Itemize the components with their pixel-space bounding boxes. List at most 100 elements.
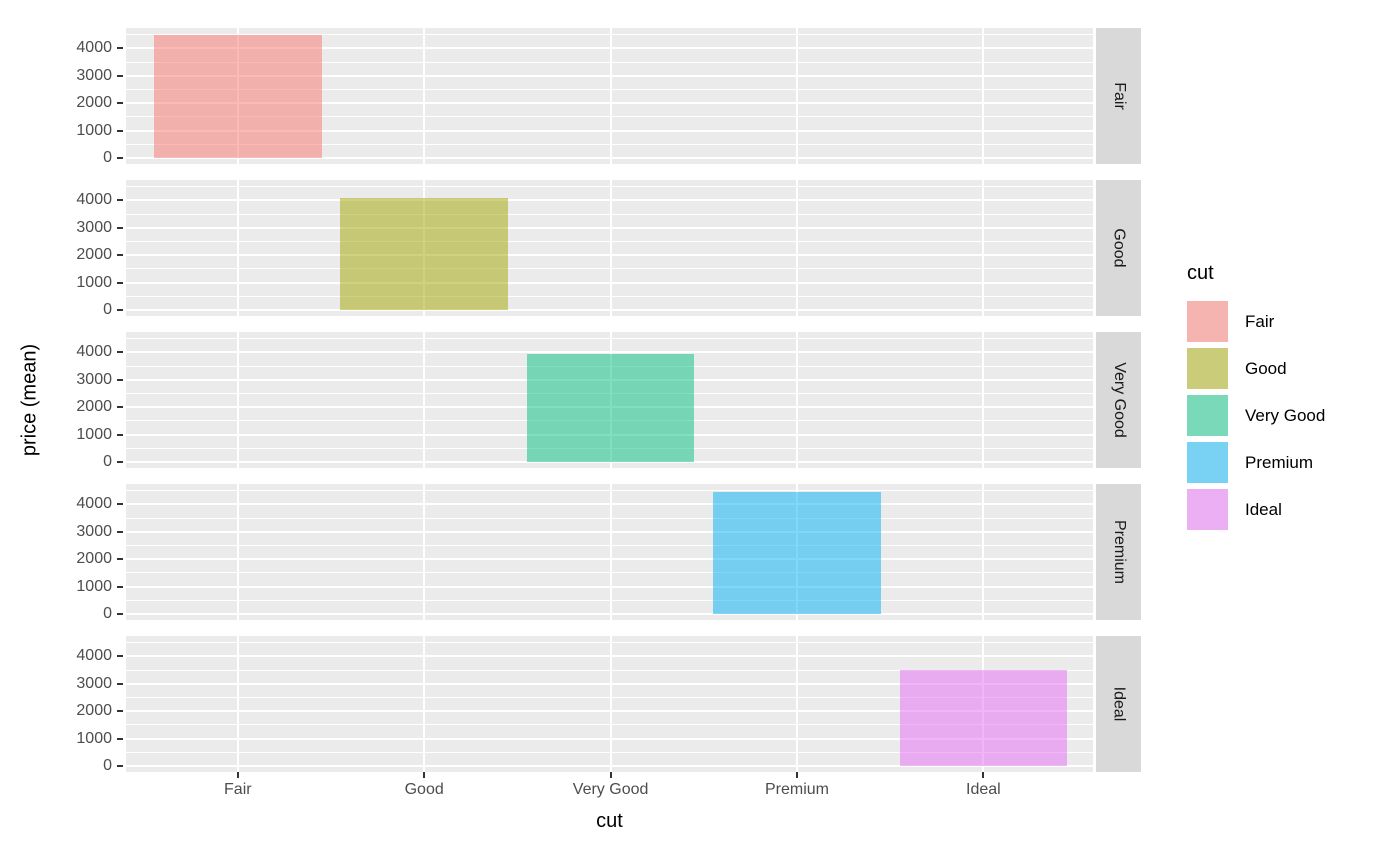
gridline-major: [126, 47, 1093, 50]
gridline-vertical: [796, 28, 798, 164]
gridline-major: [126, 765, 1093, 767]
legend-entry-fair: Fair: [1187, 301, 1325, 342]
gridline-major: [126, 226, 1093, 229]
gridline-minor: [126, 61, 1093, 63]
legend-swatch-good: [1187, 348, 1228, 389]
y-tick-mark: [117, 655, 123, 658]
gridline-major: [126, 682, 1093, 685]
y-tick-label: 4000: [76, 343, 112, 361]
legend-title: cut: [1187, 262, 1214, 284]
legend-swatch-fill: [1187, 395, 1228, 436]
gridline-major: [126, 710, 1093, 713]
x-tick-mark: [982, 772, 985, 778]
gridline-major: [126, 157, 1093, 159]
y-tick-label: 1000: [76, 729, 112, 747]
y-tick-mark: [117, 461, 123, 463]
facet-strip-very-good: Very Good: [1096, 332, 1141, 468]
gridline-major: [126, 281, 1093, 284]
facet-panel-good: [126, 180, 1093, 316]
y-tick-label: 0: [103, 149, 112, 166]
gridline-vertical: [609, 636, 612, 772]
x-tick-mark: [609, 772, 612, 778]
y-tick-label: 3000: [76, 522, 112, 540]
gridline-major: [126, 737, 1093, 740]
y-tick-label: 2000: [76, 550, 112, 568]
y-tick-mark: [117, 613, 123, 615]
y-tick-label: 1000: [76, 121, 112, 139]
y-tick-label: 4000: [76, 191, 112, 209]
legend: cut Fair Good Very Good Premium Ideal: [1187, 262, 1325, 536]
gridline-minor: [126, 697, 1093, 698]
legend-label: Good: [1245, 358, 1287, 378]
y-tick-label: 0: [103, 301, 112, 318]
gridline-minor: [126, 213, 1093, 215]
x-tick-label: Ideal: [966, 781, 1001, 798]
gridline-major: [126, 199, 1093, 202]
facet-strip-ideal: Ideal: [1096, 636, 1141, 772]
y-tick-label: 3000: [76, 674, 112, 692]
facet-strip-label: Very Good: [1110, 362, 1128, 438]
legend-swatch-fill: [1187, 489, 1228, 530]
gridline-major: [126, 309, 1093, 311]
gridline-major: [126, 503, 1093, 506]
gridline-minor: [126, 751, 1093, 753]
y-tick-label: 2000: [76, 94, 112, 112]
gridline-vertical: [236, 484, 239, 620]
gridline-major: [126, 102, 1093, 105]
y-tick-mark: [117, 406, 123, 409]
y-tick-label: 2000: [76, 246, 112, 264]
gridline-minor: [126, 545, 1093, 546]
y-axis-title: price (mean): [18, 343, 41, 457]
y-tick-label: 2000: [76, 398, 112, 416]
gridline-minor: [126, 599, 1093, 601]
gridline-minor: [126, 89, 1093, 90]
y-tick-label: 3000: [76, 66, 112, 84]
y-tick-mark: [117, 765, 123, 767]
facet-strip-fair: Fair: [1096, 28, 1141, 164]
bar-very-good: [526, 353, 695, 462]
bar-ideal: [899, 670, 1068, 766]
gridline-vertical: [982, 484, 985, 620]
y-tick-mark: [117, 254, 123, 257]
facet-strip-premium: Premium: [1096, 484, 1141, 620]
x-tick-mark: [236, 772, 239, 778]
gridline-vertical: [423, 28, 426, 164]
y-tick-mark: [117, 102, 123, 105]
gridline-minor: [126, 642, 1093, 644]
gridline-vertical: [609, 180, 612, 316]
y-tick-mark: [117, 710, 123, 713]
y-tick-mark: [117, 74, 123, 77]
facet-strip-label: Premium: [1110, 519, 1128, 585]
legend-label: Very Good: [1245, 405, 1326, 425]
y-tick-mark: [117, 199, 123, 202]
legend-swatch-fair: [1187, 301, 1228, 342]
y-tick-mark: [117, 378, 123, 381]
gridline-major: [126, 74, 1093, 77]
y-tick-label: 4000: [76, 647, 112, 665]
gridline-major: [126, 655, 1093, 658]
gridline-minor: [126, 241, 1093, 242]
gridline-vertical: [423, 332, 426, 468]
x-tick-label: Good: [404, 781, 444, 798]
gridline-vertical: [609, 28, 612, 164]
bar-good: [340, 197, 509, 310]
legend-swatch-premium: [1187, 442, 1228, 483]
y-tick-label: 3000: [76, 218, 112, 236]
y-tick-label: 4000: [76, 39, 112, 57]
gridline-major: [126, 461, 1093, 463]
legend-swatch-fill: [1187, 442, 1228, 483]
facet-strip-label: Fair: [1110, 82, 1128, 110]
bar-fair: [153, 35, 322, 158]
x-tick-mark: [423, 772, 426, 778]
facet-strip-label: Good: [1110, 228, 1128, 268]
gridline-major: [126, 129, 1093, 132]
legend-label: Premium: [1245, 452, 1314, 472]
legend-entry-good: Good: [1187, 348, 1325, 389]
gridline-major: [126, 585, 1093, 588]
y-tick-label: 1000: [76, 425, 112, 443]
y-tick-mark: [117, 737, 123, 740]
gridline-minor: [126, 268, 1093, 270]
y-tick-mark: [117, 503, 123, 506]
y-tick-label: 1000: [76, 273, 112, 291]
legend-entry-very-good: Very Good: [1187, 395, 1325, 436]
